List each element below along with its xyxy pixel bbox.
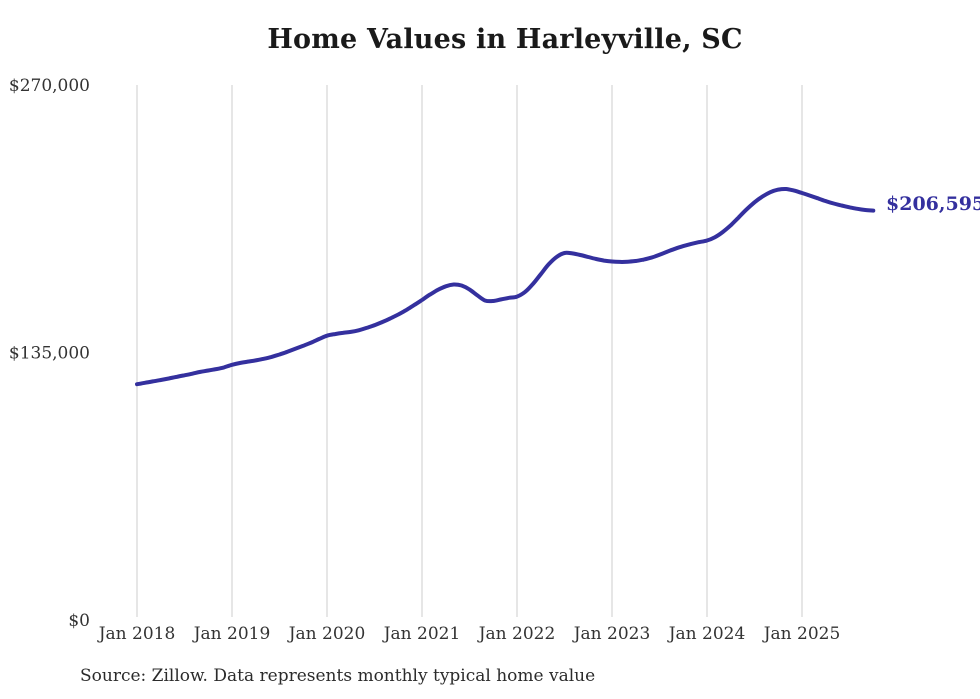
x-tick-label: Jan 2022 xyxy=(477,624,556,644)
x-tick-label: Jan 2020 xyxy=(287,624,366,644)
x-tick-label: Jan 2021 xyxy=(382,624,461,644)
home-value-line xyxy=(135,186,876,387)
end-value-label: $206,595 xyxy=(886,193,980,215)
y-tick-label: $0 xyxy=(68,611,90,631)
y-tick-label: $270,000 xyxy=(9,76,90,96)
x-tick-label: Jan 2024 xyxy=(667,624,746,644)
chart-title: Home Values in Harleyville, SC xyxy=(267,24,743,55)
x-tick-label: Jan 2025 xyxy=(762,624,841,644)
x-tick-label: Jan 2019 xyxy=(192,624,271,644)
x-tick-label: Jan 2023 xyxy=(572,624,651,644)
x-tick-label: Jan 2018 xyxy=(97,624,176,644)
source-note: Source: Zillow. Data represents monthly … xyxy=(80,666,596,686)
y-tick-label: $135,000 xyxy=(9,344,90,364)
